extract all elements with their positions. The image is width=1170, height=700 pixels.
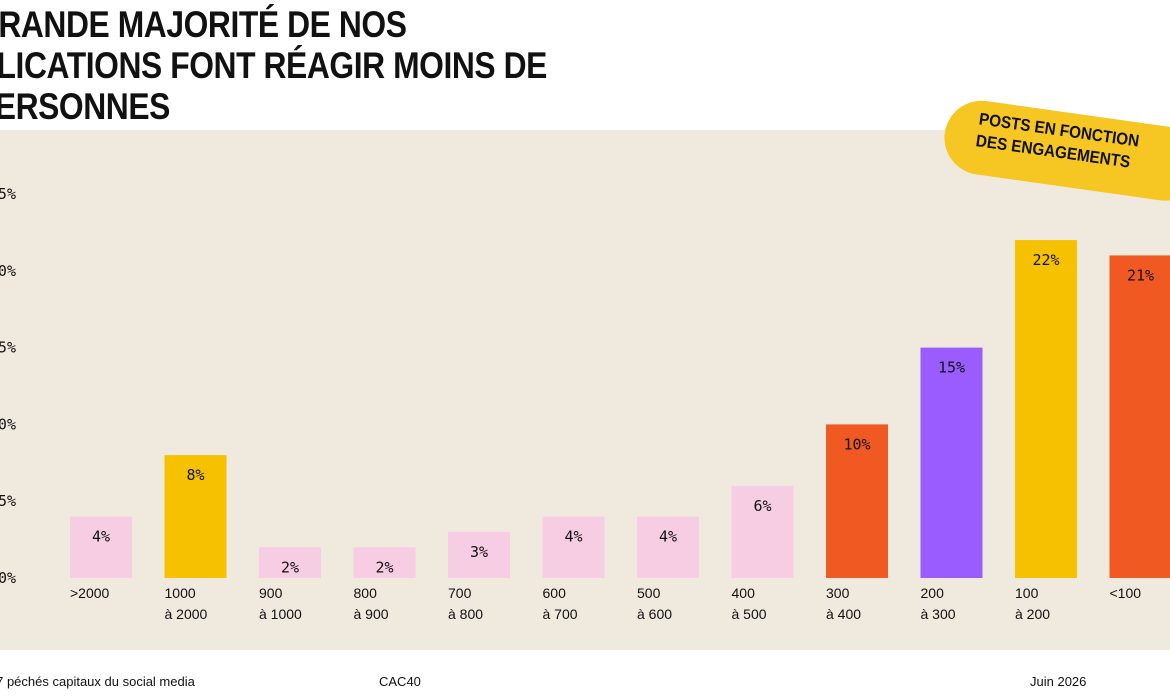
x-tick-label: à 2000 — [165, 606, 208, 622]
bar-value-label: 21% — [1127, 266, 1154, 284]
x-tick-label: 500 — [637, 585, 661, 601]
x-tick-label: 400 — [732, 585, 756, 601]
x-tick-label: 900 — [259, 585, 283, 601]
bar-value-label: 6% — [753, 497, 771, 515]
bar — [448, 531, 510, 578]
bar-value-label: 22% — [1032, 251, 1059, 269]
x-tick-label: <100 — [1110, 585, 1142, 601]
bar — [731, 485, 794, 578]
x-tick-label: à 600 — [637, 606, 672, 622]
bar-value-label: 4% — [564, 528, 582, 546]
title-line-1: GRANDE MAJORITÉ DE NOS — [0, 4, 407, 45]
x-tick-label: à 700 — [543, 606, 578, 622]
x-tick-label: à 1000 — [259, 606, 302, 622]
bar — [259, 547, 321, 578]
y-tick-label: 5% — [0, 492, 16, 510]
x-tick-label: à 800 — [448, 606, 483, 622]
x-tick-label: 200 — [921, 585, 945, 601]
bar — [542, 516, 605, 578]
y-tick-label: 15% — [0, 339, 16, 357]
bar — [826, 424, 888, 578]
x-tick-label: à 500 — [732, 606, 767, 622]
footer-scope: CAC40 — [379, 674, 421, 689]
bar — [920, 347, 983, 578]
y-tick-label: 25% — [0, 185, 16, 203]
x-tick-label: 800 — [354, 585, 378, 601]
bar-value-label: 10% — [843, 435, 870, 453]
bar — [1015, 240, 1077, 578]
bar-value-label: 3% — [470, 543, 488, 561]
y-tick-label: 0% — [0, 569, 16, 587]
x-tick-label: 100 — [1015, 585, 1039, 601]
x-tick-label: >2000 — [70, 585, 110, 601]
chart-title: GRANDE MAJORITÉ DE NOS BLICATIONS FONT R… — [0, 4, 547, 127]
bar-value-label: 2% — [281, 558, 299, 576]
bar-value-label: 4% — [92, 528, 110, 546]
x-tick-label: à 400 — [826, 606, 861, 622]
footer-source: s 7 péchés capitaux du social media — [0, 674, 195, 689]
bar-value-label: 2% — [375, 558, 393, 576]
title-line-3: PERSONNES — [0, 86, 170, 127]
y-tick-label: 10% — [0, 415, 16, 433]
x-tick-label: à 200 — [1015, 606, 1050, 622]
bar — [353, 547, 416, 578]
bar-value-label: 15% — [938, 359, 965, 377]
bar-value-label: 8% — [186, 466, 204, 484]
x-tick-label: 1000 — [165, 585, 196, 601]
bar — [164, 455, 227, 578]
bar-value-label: 4% — [659, 528, 677, 546]
x-tick-label: à 900 — [354, 606, 389, 622]
x-tick-label: 300 — [826, 585, 850, 601]
bar — [637, 516, 699, 578]
bar — [1109, 255, 1170, 578]
y-tick-label: 20% — [0, 262, 16, 280]
footer-date: Juin 2026 — [1030, 674, 1087, 689]
x-tick-label: à 300 — [921, 606, 956, 622]
x-tick-label: 600 — [543, 585, 567, 601]
bar — [70, 516, 132, 578]
x-tick-label: 700 — [448, 585, 472, 601]
title-line-2: BLICATIONS FONT RÉAGIR MOINS DE — [0, 45, 547, 86]
